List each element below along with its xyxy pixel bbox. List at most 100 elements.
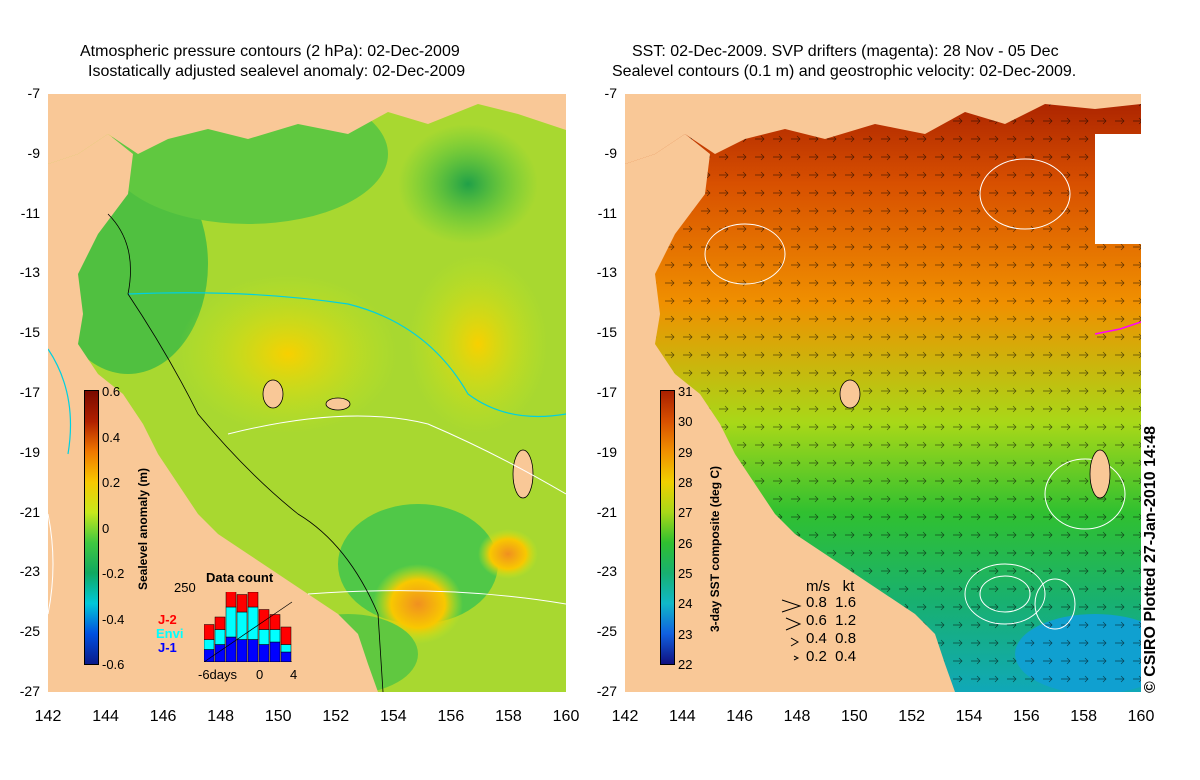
colorbar-tick-label: 31 (678, 384, 693, 399)
data-count-bar-j2 (258, 609, 270, 630)
x-tick-label: 148 (783, 708, 811, 725)
y-tick-label: -15 (596, 324, 617, 341)
velocity-legend-row: 0.2 0.4 (806, 648, 857, 665)
colorbar-tick-label: 26 (678, 535, 693, 551)
land-new-guinea (48, 94, 566, 164)
y-tick-label: -17 (596, 384, 617, 400)
data-count-bar-envi (204, 639, 215, 650)
data-count-bar-envi (225, 606, 237, 638)
y-tick-label: -27 (19, 683, 40, 699)
colorbar-tick-label: 30 (678, 414, 693, 430)
x-tick-label: 142 (611, 708, 639, 725)
sealevel-contour (1044, 458, 1126, 530)
sat-label-j1: J-1 (158, 640, 177, 655)
x-tick-label: 154 (955, 708, 983, 725)
data-count-bar-j1 (204, 649, 215, 662)
data-count-bar-envi (236, 611, 248, 640)
cloud-mask (1095, 134, 1141, 244)
colorbar-tick-label: 24 (678, 596, 693, 612)
pressure-contour (127, 292, 566, 418)
land-australia (48, 344, 378, 692)
island-new-caledonia (1089, 449, 1111, 499)
x-tick-label: 144 (668, 708, 696, 725)
y-tick-label: -19 (596, 443, 617, 460)
y-tick-label: -9 (27, 144, 40, 161)
sat-label-envi: Envi (156, 626, 184, 641)
data-count-max: 250 (174, 580, 196, 595)
x-tick-label: 160 (1127, 708, 1155, 725)
y-tick-label: -11 (20, 204, 40, 221)
island (839, 379, 861, 409)
x-tick-label: 142 (34, 708, 62, 725)
y-tick-label: -7 (604, 85, 617, 101)
y-tick-label: -9 (604, 144, 617, 161)
land-cape-york (48, 94, 133, 344)
colorbar-tick-label: -0.2 (102, 566, 125, 581)
data-count-bar-envi (269, 629, 281, 643)
data-count-bar-j2 (269, 614, 281, 630)
data-count-x-label-start: -6days (198, 667, 238, 682)
sealevel-anomaly-map (48, 94, 566, 692)
data-count-bar-j1 (247, 639, 259, 662)
data-count-bar-j2 (204, 624, 215, 640)
y-tick-label: -27 (596, 683, 617, 699)
sat-label-j2: J-2 (158, 612, 177, 627)
colorbar-tick-label: 0.6 (102, 384, 121, 399)
y-tick-label: -15 (19, 324, 40, 341)
colorbar-tick-label: -0.4 (102, 611, 125, 627)
x-tick-label: 156 (1012, 708, 1040, 725)
land-australia (625, 344, 955, 692)
y-tick-label: -23 (596, 563, 617, 580)
velocity-legend-arrows (781, 599, 802, 661)
x-tick-label: 154 (379, 708, 407, 725)
velocity-legend-header: m/s kt (806, 578, 855, 595)
sla-colorbar-title: Sealevel anomaly (m) (136, 467, 150, 590)
sst-colorbar-title: 3-day SST composite (deg C) (708, 465, 722, 632)
bathymetry-contour (107, 213, 384, 692)
y-tick-label: -13 (596, 264, 617, 281)
velocity-legend-row: 0.6 1.2 (806, 612, 857, 629)
sst-map (625, 94, 1141, 692)
data-count-title: Data count (206, 570, 274, 585)
y-tick-label: -25 (19, 623, 40, 640)
data-count-bar-j2 (214, 616, 226, 630)
data-count-axis (204, 601, 293, 662)
data-count-bar-j1 (258, 644, 270, 662)
sealevel-contour (1034, 578, 1076, 630)
left-title-line1: Atmospheric pressure contours (2 hPa): 0… (80, 43, 460, 60)
left-title-line2: Isostatically adjusted sealevel anomaly:… (88, 63, 466, 80)
data-count-bar-envi (280, 644, 292, 653)
high-anomaly-region (373, 564, 463, 644)
y-tick-label: -7 (27, 85, 40, 101)
x-tick-label: 160 (552, 708, 580, 725)
y-tick-label: -11 (597, 204, 617, 221)
pressure-contour (227, 415, 566, 495)
sst-colorbar (660, 390, 675, 665)
colorbar-tick-label: 28 (678, 475, 693, 490)
low-anomaly-region (398, 124, 538, 244)
x-tick-label: 148 (207, 708, 234, 725)
x-tick-label: 146 (726, 708, 753, 725)
velocity-legend-row: 0.8 1.6 (806, 594, 857, 611)
pressure-contour (48, 348, 72, 455)
pressure-contour (307, 590, 566, 605)
y-tick-label: -13 (19, 264, 40, 281)
colorbar-tick-label: 29 (678, 444, 693, 460)
x-tick-label: 152 (898, 708, 925, 725)
velocity-legend-row: 0.4 0.8 (806, 630, 857, 647)
high-anomaly-region (178, 274, 398, 434)
data-count-bar-j1 (280, 651, 292, 662)
sealevel-contour (979, 158, 1071, 230)
colorbar-tick-label: 0 (102, 520, 110, 536)
colorbar-tick-label: 0.4 (102, 429, 121, 445)
high-anomaly-region (408, 254, 548, 434)
data-count-bar-j2 (280, 626, 292, 645)
colorbar-tick-label: -0.6 (102, 657, 125, 672)
sst-map-svg (625, 94, 1141, 692)
copyright-label: © CSIRO Plotted 27-Jan-2010 14:48 (1142, 426, 1159, 693)
sla-colorbar (84, 390, 99, 665)
colorbar-tick-label: 25 (678, 566, 693, 581)
data-count-bar-envi (214, 629, 226, 645)
island (325, 397, 351, 411)
x-tick-label: 156 (437, 708, 465, 725)
